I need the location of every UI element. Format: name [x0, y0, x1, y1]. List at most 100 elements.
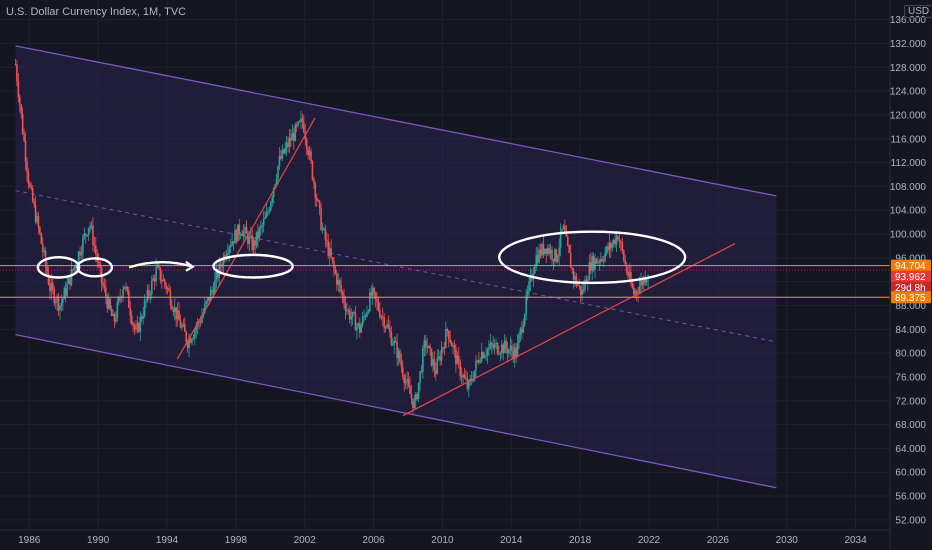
candle-body: [317, 200, 319, 202]
candle-body: [364, 315, 367, 317]
candle-body: [130, 315, 133, 324]
candle-body: [285, 142, 288, 148]
candle-body: [251, 235, 253, 250]
x-tick-label: 2010: [431, 535, 454, 546]
annotation-arrow-3[interactable]: [128, 261, 194, 269]
candle-body: [569, 252, 572, 269]
candle-body: [579, 285, 582, 295]
candle-body: [313, 179, 315, 184]
candle-body: [644, 277, 647, 283]
candle-body: [584, 279, 586, 290]
candle-body: [169, 290, 172, 306]
candle-body: [149, 294, 152, 296]
candle-body: [43, 250, 45, 252]
candle-body: [320, 207, 322, 230]
candle-body: [107, 298, 110, 309]
candle-body: [452, 345, 454, 347]
candle-body: [188, 338, 190, 349]
candle-body: [282, 149, 285, 154]
candle-body: [455, 348, 457, 365]
candle-body: [607, 246, 609, 251]
candle-body: [27, 172, 30, 184]
candle-body: [270, 202, 272, 211]
candle-body: [459, 361, 462, 376]
trend-line-1[interactable]: [176, 117, 316, 360]
candle-body: [56, 296, 58, 302]
annotation-ellipse-2[interactable]: [76, 257, 114, 278]
candle-body: [183, 324, 186, 332]
candle-body: [620, 241, 622, 243]
candle-body: [625, 264, 628, 272]
channel-middle-line[interactable]: [15, 190, 777, 343]
candle-body: [258, 228, 261, 239]
horizontal-levels-layer[interactable]: [0, 265, 890, 298]
candle-body: [46, 265, 48, 274]
candle-body: [40, 233, 43, 244]
candle-body: [628, 272, 631, 277]
candle-body: [622, 250, 625, 261]
y-tick-label: 64.000: [895, 444, 926, 455]
candle-body: [103, 285, 106, 288]
candle-body: [599, 259, 602, 263]
candle-body: [430, 348, 433, 366]
candle-body: [18, 96, 21, 105]
candle-body: [146, 289, 149, 300]
candle-body: [29, 183, 31, 187]
candle-body: [432, 359, 434, 366]
y-tick-label: 132.000: [890, 39, 927, 50]
trend-line-2[interactable]: [402, 243, 736, 417]
channel-lower-line[interactable]: [15, 334, 777, 489]
candle-body: [215, 271, 218, 280]
candle-body: [506, 348, 509, 354]
candle-body: [254, 240, 256, 246]
candle-body: [314, 183, 317, 198]
candle-body: [525, 295, 527, 315]
candle-body: [185, 331, 188, 342]
candle-body: [334, 268, 337, 274]
annotation-ellipse-4[interactable]: [212, 253, 294, 279]
candle-body: [166, 288, 169, 290]
chart-title: U.S. Dollar Currency Index, 1M, TVC: [6, 6, 187, 18]
candle-body: [488, 347, 490, 350]
annotation-ellipse-5[interactable]: [498, 230, 687, 285]
candle-body: [542, 243, 545, 254]
candle-body: [262, 219, 265, 226]
candle-body: [384, 327, 387, 329]
candle-body: [478, 360, 480, 363]
regression-channel[interactable]: [15, 45, 777, 489]
candle-body: [610, 242, 612, 249]
x-tick-label: 1998: [225, 535, 248, 546]
candle-body: [221, 266, 223, 268]
candle-body: [439, 356, 441, 361]
y-tick-label: 88.000: [895, 301, 926, 312]
candle-body: [513, 347, 516, 360]
candle-body: [498, 353, 500, 355]
candle-body: [597, 261, 599, 264]
candle-body: [482, 352, 484, 358]
candle-body: [62, 298, 64, 303]
candle-body: [594, 258, 596, 270]
candle-body: [128, 290, 130, 308]
candle-body: [125, 286, 127, 288]
candle-body: [178, 310, 180, 321]
candle-body: [161, 280, 163, 282]
trend-lines-layer[interactable]: [176, 117, 736, 417]
candle-body: [419, 370, 421, 383]
drawing-annotations-layer[interactable]: [36, 230, 687, 285]
candle-body: [496, 343, 499, 354]
candle-body: [617, 236, 619, 240]
currency-label[interactable]: USD: [904, 5, 932, 18]
channel-upper-line[interactable]: [15, 45, 777, 197]
candle-body: [117, 297, 120, 302]
candle-body: [307, 149, 309, 156]
candle-body: [391, 344, 394, 346]
candle-body: [51, 282, 54, 289]
candle-body: [67, 277, 70, 284]
candle-body: [295, 124, 298, 126]
annotation-ellipse-1[interactable]: [36, 256, 81, 279]
candle-body: [255, 231, 258, 246]
candle-body: [261, 225, 264, 227]
candle-body: [244, 227, 246, 231]
candle-body: [476, 360, 479, 362]
